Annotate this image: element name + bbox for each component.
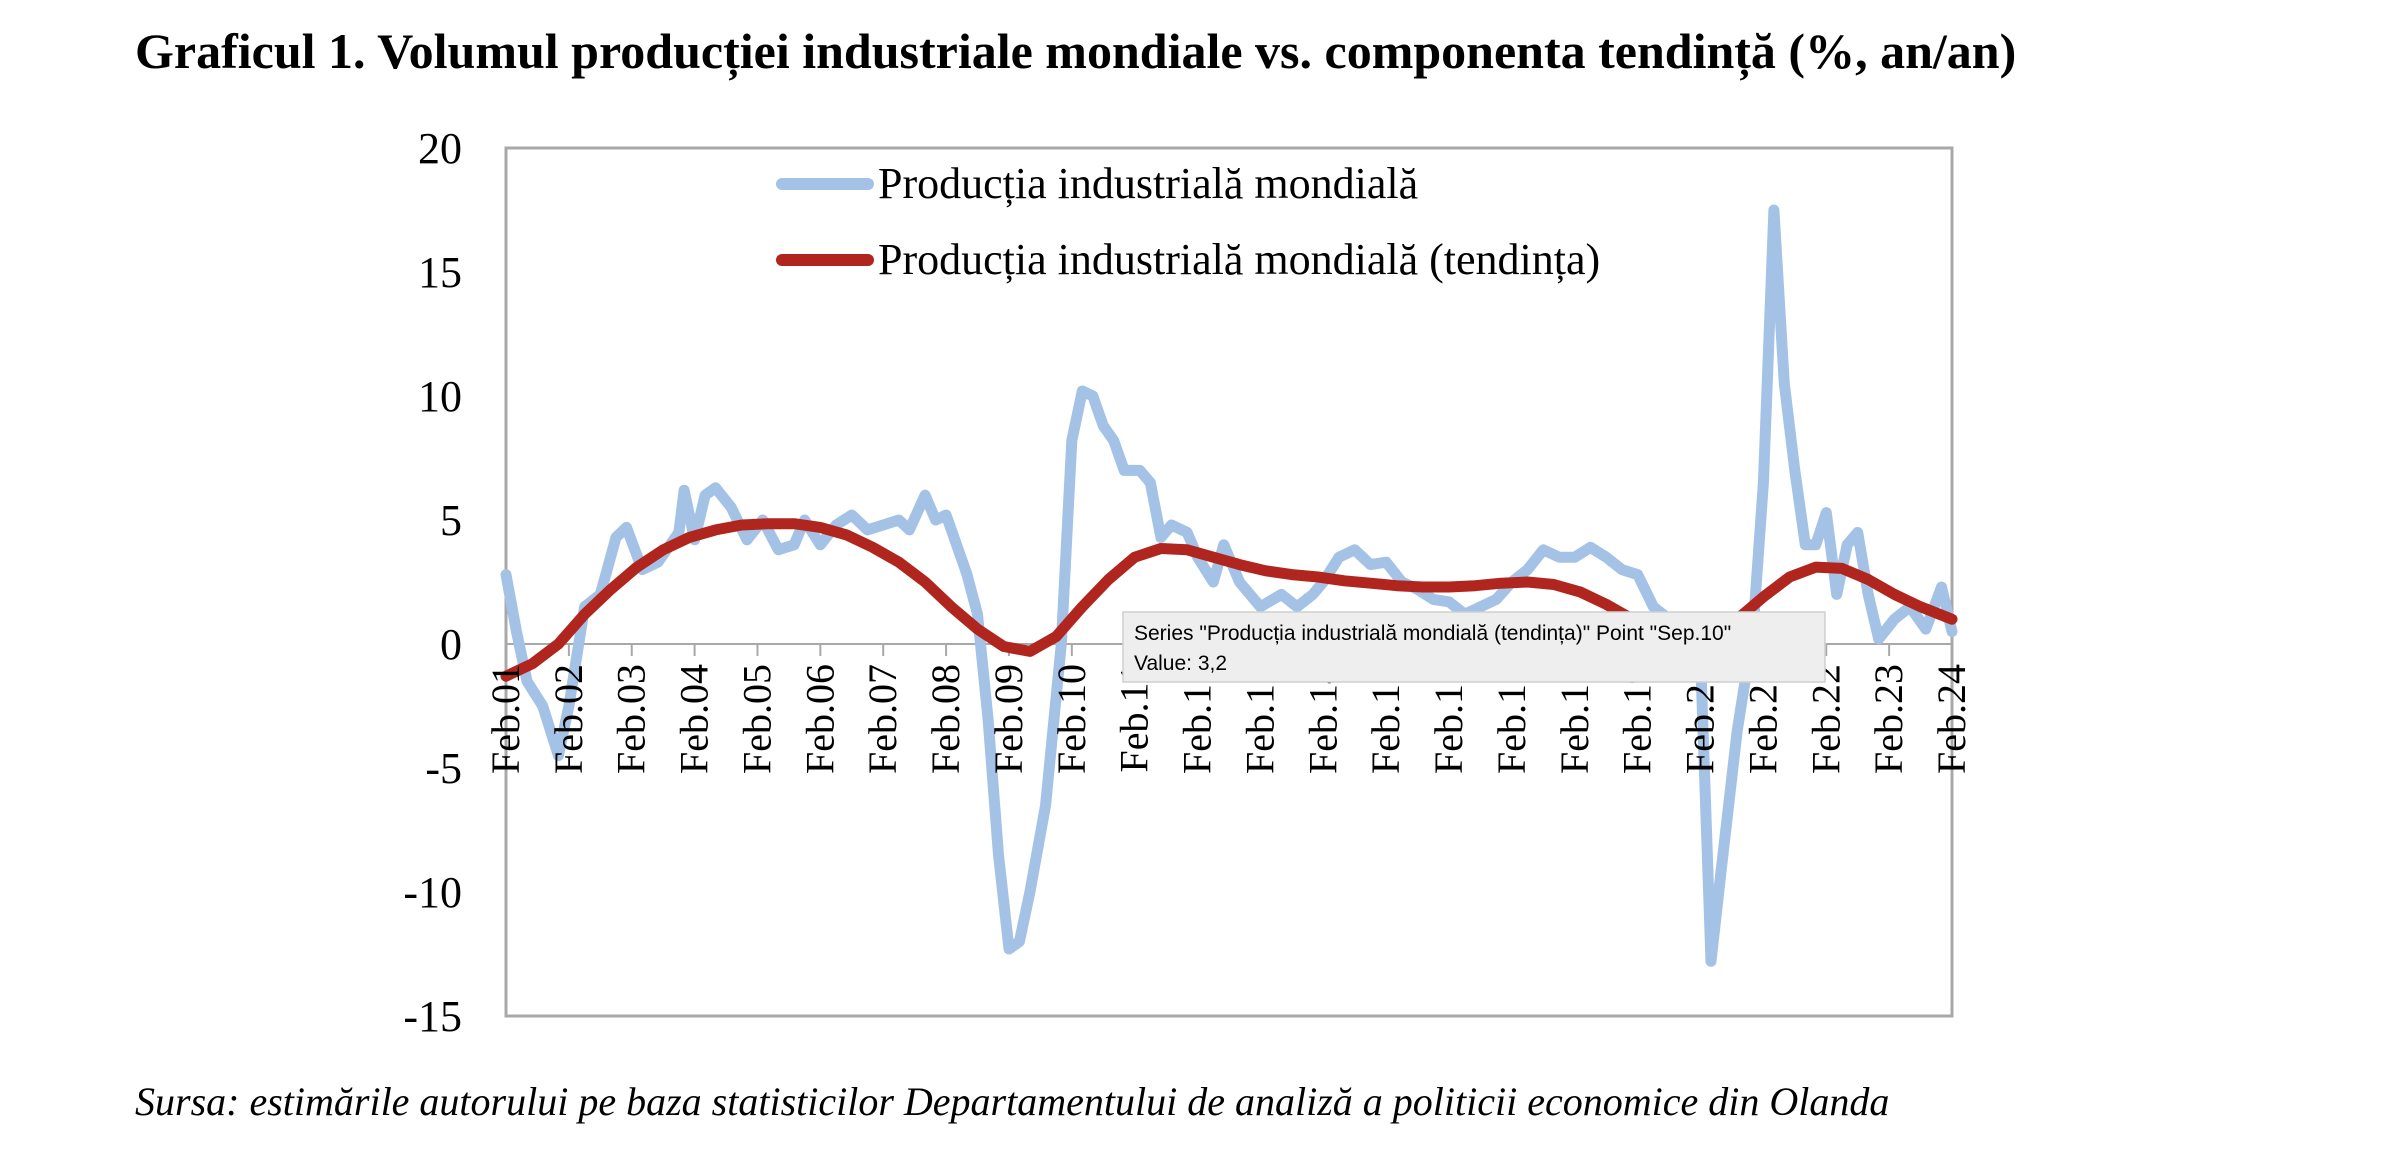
legend-label: Producția industrială mondială [878,159,1418,208]
legend: Producția industrială mondială Producția … [776,159,1600,284]
chart-title: Graficul 1. Volumul producției industria… [135,23,2017,79]
y-tick-label: 0 [440,620,462,669]
y-tick-label: 15 [418,248,462,297]
y-tick-label: -15 [403,992,462,1041]
tooltip: Series "Producția industrială mondială (… [1122,611,1826,683]
x-tick-label: Feb.01 [483,664,528,774]
y-axis: -15 -10 -5 0 5 10 15 20 [403,124,462,1041]
tooltip-box [1122,611,1826,683]
x-tick-label: Feb.08 [923,664,968,774]
y-tick-label: 5 [440,496,462,545]
y-tick-label: 10 [418,372,462,421]
x-tick-label: Feb.05 [734,664,779,774]
x-tick-label: Feb.03 [609,664,654,774]
x-tick-label: Feb.23 [1866,664,1911,774]
x-tick-label: Feb.04 [672,664,717,774]
tooltip-line-1: Series "Producția industrială mondială (… [1134,622,1731,645]
x-tick-label: Feb.10 [1049,664,1094,774]
source-note: Sursa: estimările autorului pe baza stat… [135,1079,1890,1124]
tooltip-line-2: Value: 3,2 [1134,652,1227,675]
x-tick-label: Feb.07 [860,664,905,774]
legend-label: Producția industrială mondială (tendința… [878,235,1600,284]
y-tick-label: -10 [403,868,462,917]
series-line-1 [500,204,1958,967]
x-tick-label: Feb.24 [1929,664,1974,774]
y-tick-label: 20 [418,124,462,173]
x-tick-label: Feb.06 [797,664,842,774]
x-tick-label: Feb.02 [546,664,591,774]
x-tick-label: Feb.09 [986,664,1031,774]
y-tick-label: -5 [425,744,462,793]
